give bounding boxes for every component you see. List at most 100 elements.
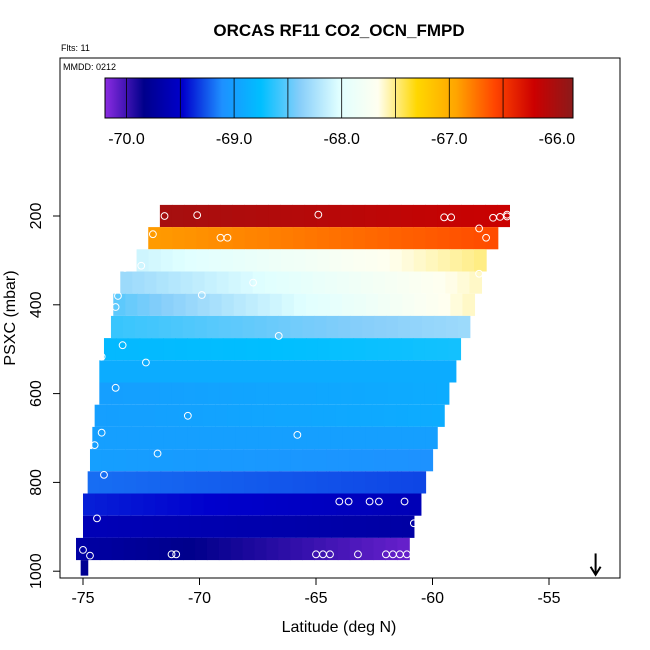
heatmap-cell <box>241 360 255 383</box>
heatmap-cell <box>159 537 172 561</box>
heatmap-cell <box>175 338 188 361</box>
heatmap-cell <box>319 515 332 538</box>
heatmap-cell <box>220 249 234 272</box>
heatmap-cell <box>374 315 387 339</box>
heatmap-cell <box>99 537 113 561</box>
heatmap-cell <box>125 293 138 316</box>
heatmap-cell <box>191 493 205 516</box>
heatmap-cell <box>352 382 366 405</box>
heatmap-cell <box>147 471 161 494</box>
heatmap-cell <box>189 515 202 538</box>
heatmap-cell <box>131 493 144 516</box>
heatmap-cell <box>159 204 173 228</box>
heatmap-cell <box>474 249 487 272</box>
data-point <box>153 449 162 458</box>
heatmap-cell <box>354 515 368 538</box>
data-point <box>249 278 257 287</box>
heatmap-cell <box>151 338 164 361</box>
heatmap-cell <box>347 404 361 427</box>
heatmap-cell <box>183 382 197 405</box>
heatmap-cell <box>328 471 342 494</box>
x-tick-label: -60 <box>421 590 444 607</box>
heatmap-cell <box>256 227 270 250</box>
heatmap-cell <box>341 338 355 361</box>
heatmap-cell <box>276 271 290 294</box>
heatmap-cell <box>389 249 403 272</box>
y-tick-label: 200 <box>28 203 45 230</box>
data-point <box>97 428 106 437</box>
heatmap-cell <box>87 537 101 561</box>
heatmap-cell <box>219 449 233 472</box>
heatmap-cell <box>353 249 367 272</box>
heatmap-cell <box>425 426 438 450</box>
heatmap-cell <box>233 293 247 316</box>
heatmap-cell <box>378 515 391 538</box>
heatmap-cell <box>329 227 342 250</box>
heatmap-cell <box>223 426 236 450</box>
heatmap-cell <box>373 271 386 294</box>
heatmap-cell <box>377 227 390 250</box>
heatmap-cell <box>329 293 343 316</box>
heatmap-cell <box>255 382 269 405</box>
heatmap-cell <box>400 382 414 405</box>
heatmap-cell <box>324 493 337 516</box>
heatmap-cell <box>166 404 180 427</box>
heatmap-cell <box>408 493 422 516</box>
heatmap-cell <box>146 315 160 339</box>
heatmap-cell <box>385 537 398 561</box>
heatmap-cell <box>313 360 326 383</box>
heatmap-cell <box>267 449 280 472</box>
heatmap-cell <box>342 515 356 538</box>
heatmap-cell <box>342 293 355 316</box>
heatmap-cell <box>408 449 422 472</box>
heatmap-cell <box>139 338 153 361</box>
heatmap-cell <box>111 382 125 405</box>
heatmap-cell <box>360 360 374 383</box>
heatmap-cell <box>359 404 373 427</box>
heatmap-cell <box>276 493 289 516</box>
data-point <box>335 497 344 506</box>
data-point <box>114 292 122 300</box>
heatmap-cell <box>280 227 294 250</box>
colorbar: -70.0 -69.0 -68.0 -67.0 -66.0 <box>104 77 575 148</box>
data-point <box>274 331 283 340</box>
heatmap-cell <box>101 449 115 472</box>
heatmap-cell <box>135 537 149 561</box>
heatmap-cell <box>231 449 245 472</box>
heatmap-cell <box>201 515 214 538</box>
heatmap-cell <box>218 360 231 383</box>
data-point <box>90 441 99 450</box>
data-point <box>475 224 484 233</box>
heatmap-cell <box>254 315 268 339</box>
heatmap-cell <box>161 293 175 316</box>
heatmap-cell <box>268 471 282 494</box>
heatmap-cell <box>168 271 182 294</box>
heatmap-cell <box>340 382 353 405</box>
heatmap-cell <box>134 315 148 339</box>
data-point <box>365 497 374 506</box>
heatmap-cell <box>160 227 173 250</box>
heatmap-cell <box>246 338 260 361</box>
heatmap-cell <box>219 382 233 405</box>
heatmap-cell <box>280 471 294 494</box>
heatmap-cell <box>204 271 218 294</box>
heatmap-cell <box>413 426 426 450</box>
heatmap-cell <box>151 426 165 450</box>
heatmap-cell <box>304 204 318 228</box>
data-point <box>86 551 94 560</box>
heatmap-cell <box>473 227 487 250</box>
heatmap-cell <box>294 338 307 361</box>
heatmap-cell <box>412 338 426 361</box>
heatmap-cell <box>155 493 169 516</box>
heatmap-cell <box>170 315 184 339</box>
data-point <box>160 212 169 220</box>
x-axis: -75 -70 -65 -60 -55 <box>71 578 561 607</box>
heatmap-cell <box>195 537 208 561</box>
heatmap-cell <box>300 493 313 516</box>
heatmap-cell <box>244 204 257 228</box>
heatmap-cell <box>341 471 354 494</box>
heatmap-cell <box>336 360 350 383</box>
data-point <box>97 352 106 361</box>
heatmap-cell <box>432 404 445 427</box>
heatmap-cell <box>99 382 112 405</box>
